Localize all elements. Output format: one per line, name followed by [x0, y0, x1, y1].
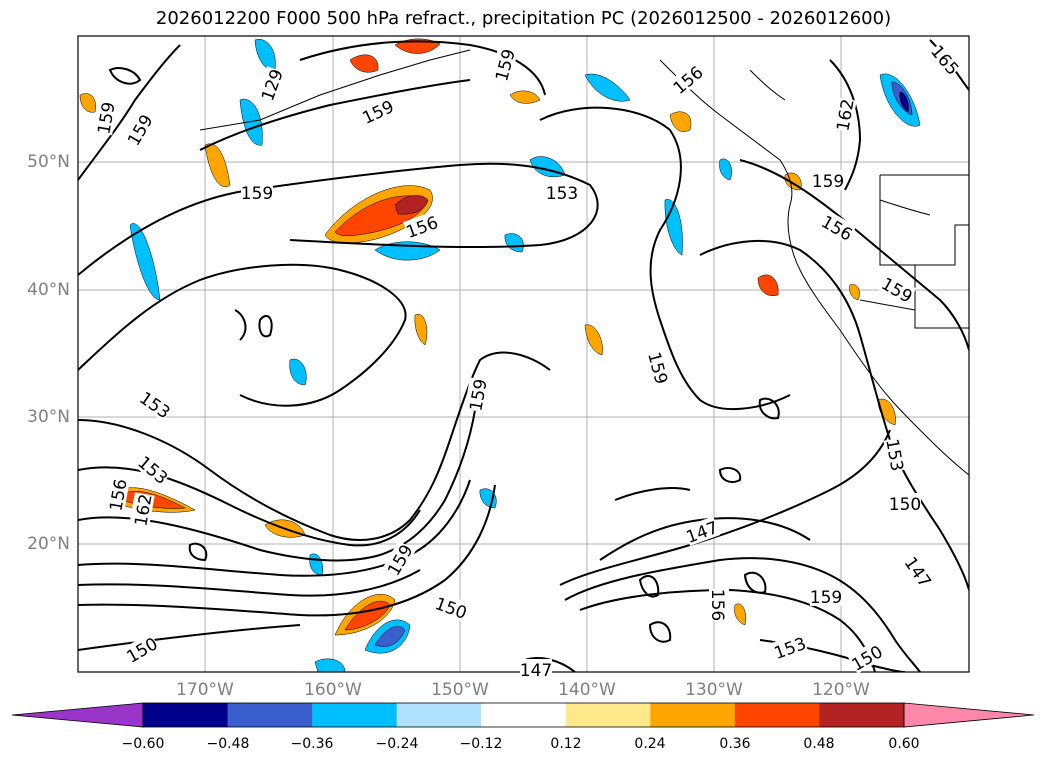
colorbar-swatch	[819, 703, 905, 727]
lat-tick-40: 40°N	[27, 280, 70, 300]
colorbar-outline	[142, 702, 905, 728]
colorbar-swatch	[481, 703, 567, 727]
colorbar-tick: 0.60	[888, 736, 920, 752]
lon-tick-150w: 150°W	[431, 680, 489, 700]
map-title: 2026012200 F000 500 hPa refract., precip…	[155, 8, 892, 29]
lon-tick-170w: 170°W	[176, 680, 234, 700]
colorbar-extend-high	[903, 702, 1035, 728]
colorbar-tick: −0.60	[121, 736, 165, 752]
colorbar-tick: 0.12	[550, 736, 582, 752]
lon-tick-160w: 160°W	[304, 680, 362, 700]
colorbar-tick: −0.12	[459, 736, 503, 752]
coastlines	[199, 49, 969, 476]
lon-tick-120w: 120°W	[812, 680, 870, 700]
colorbar-swatch	[143, 703, 229, 727]
contour-label: 156	[707, 589, 727, 621]
colorbar-swatch	[312, 703, 398, 727]
lat-tick-50: 50°N	[27, 152, 70, 172]
colorbar-extend-low	[11, 702, 144, 728]
colorbar-tick: −0.24	[375, 736, 419, 752]
contour-label: 147	[520, 661, 552, 681]
map-area	[78, 36, 969, 672]
lat-tick-30: 30°N	[27, 407, 70, 427]
colorbar-tick: 0.24	[634, 736, 666, 752]
colorbar-swatch	[650, 703, 736, 727]
colorbar-swatch	[396, 703, 482, 727]
contour-label: 150	[889, 495, 921, 515]
lon-tick-140w: 140°W	[558, 680, 616, 700]
contour-label: 159	[812, 172, 844, 192]
colorbar-tick: 0.48	[803, 736, 835, 752]
colorbar	[11, 702, 1035, 728]
colorbar-swatch	[227, 703, 313, 727]
contour-label: 159	[241, 184, 273, 204]
lon-tick-130w: 130°W	[685, 680, 743, 700]
colorbar-swatch	[565, 703, 651, 727]
lat-tick-20: 20°N	[27, 534, 70, 554]
contour-label: 159	[810, 588, 842, 608]
contour-label: 153	[546, 184, 578, 204]
colorbar-tick: 0.36	[719, 736, 751, 752]
colorbar-tick: −0.48	[206, 736, 250, 752]
colorbar-swatch	[734, 703, 820, 727]
colorbar-tick: −0.36	[290, 736, 334, 752]
